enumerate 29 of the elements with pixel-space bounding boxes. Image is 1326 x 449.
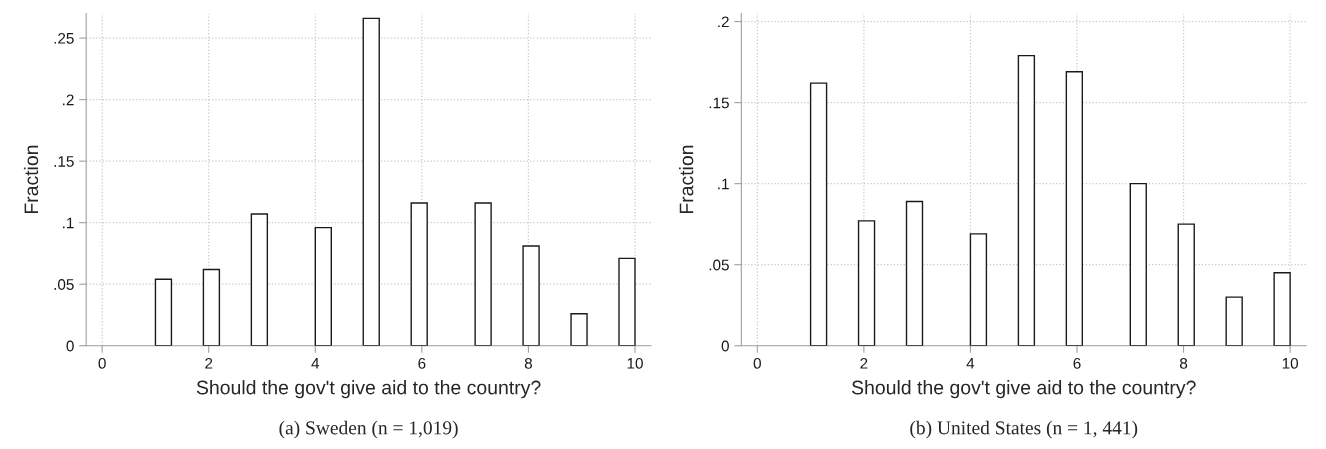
x-tick-label: 10 <box>1282 357 1299 369</box>
x-axis-title: Should the gov't give aid to the country? <box>851 380 1196 399</box>
y-tick-label: .15 <box>54 156 74 167</box>
x-tick-label: 6 <box>418 357 426 369</box>
y-tick-label: .1 <box>718 178 729 190</box>
text: (b) United States (n = 1, 441) <box>910 420 1138 439</box>
y-tick-label: .2 <box>63 94 74 106</box>
text: (a) Sweden (n = 1,019) <box>279 420 458 439</box>
x-axis-title: Should the gov't give aid to the country? <box>196 380 541 399</box>
x-tick-label: 0 <box>753 357 761 369</box>
x-tick-label: 8 <box>524 357 533 369</box>
x-tick-label: 10 <box>627 357 643 369</box>
x-tick-label: 2 <box>205 357 213 369</box>
y-tick-label: .25 <box>54 32 74 44</box>
y-tick-label: 0 <box>66 340 74 352</box>
y-tick-label: .2 <box>718 16 729 28</box>
y-tick-label: .15 <box>709 97 729 109</box>
x-tick-label: 0 <box>98 357 106 369</box>
x-tick-label: 8 <box>1179 357 1188 369</box>
x-tick-label: 2 <box>860 357 868 369</box>
x-tick-label: 4 <box>966 358 975 369</box>
y-axis-title: Fraction <box>679 145 694 214</box>
y-tick-label: .1 <box>63 217 74 229</box>
x-tick-label: 4 <box>311 358 320 369</box>
y-tick-label: 0 <box>721 340 729 352</box>
x-tick-label: 6 <box>1073 357 1081 369</box>
y-tick-label: .05 <box>709 259 729 271</box>
y-axis-title: Fraction <box>23 145 39 214</box>
y-tick-label: .05 <box>54 279 74 290</box>
